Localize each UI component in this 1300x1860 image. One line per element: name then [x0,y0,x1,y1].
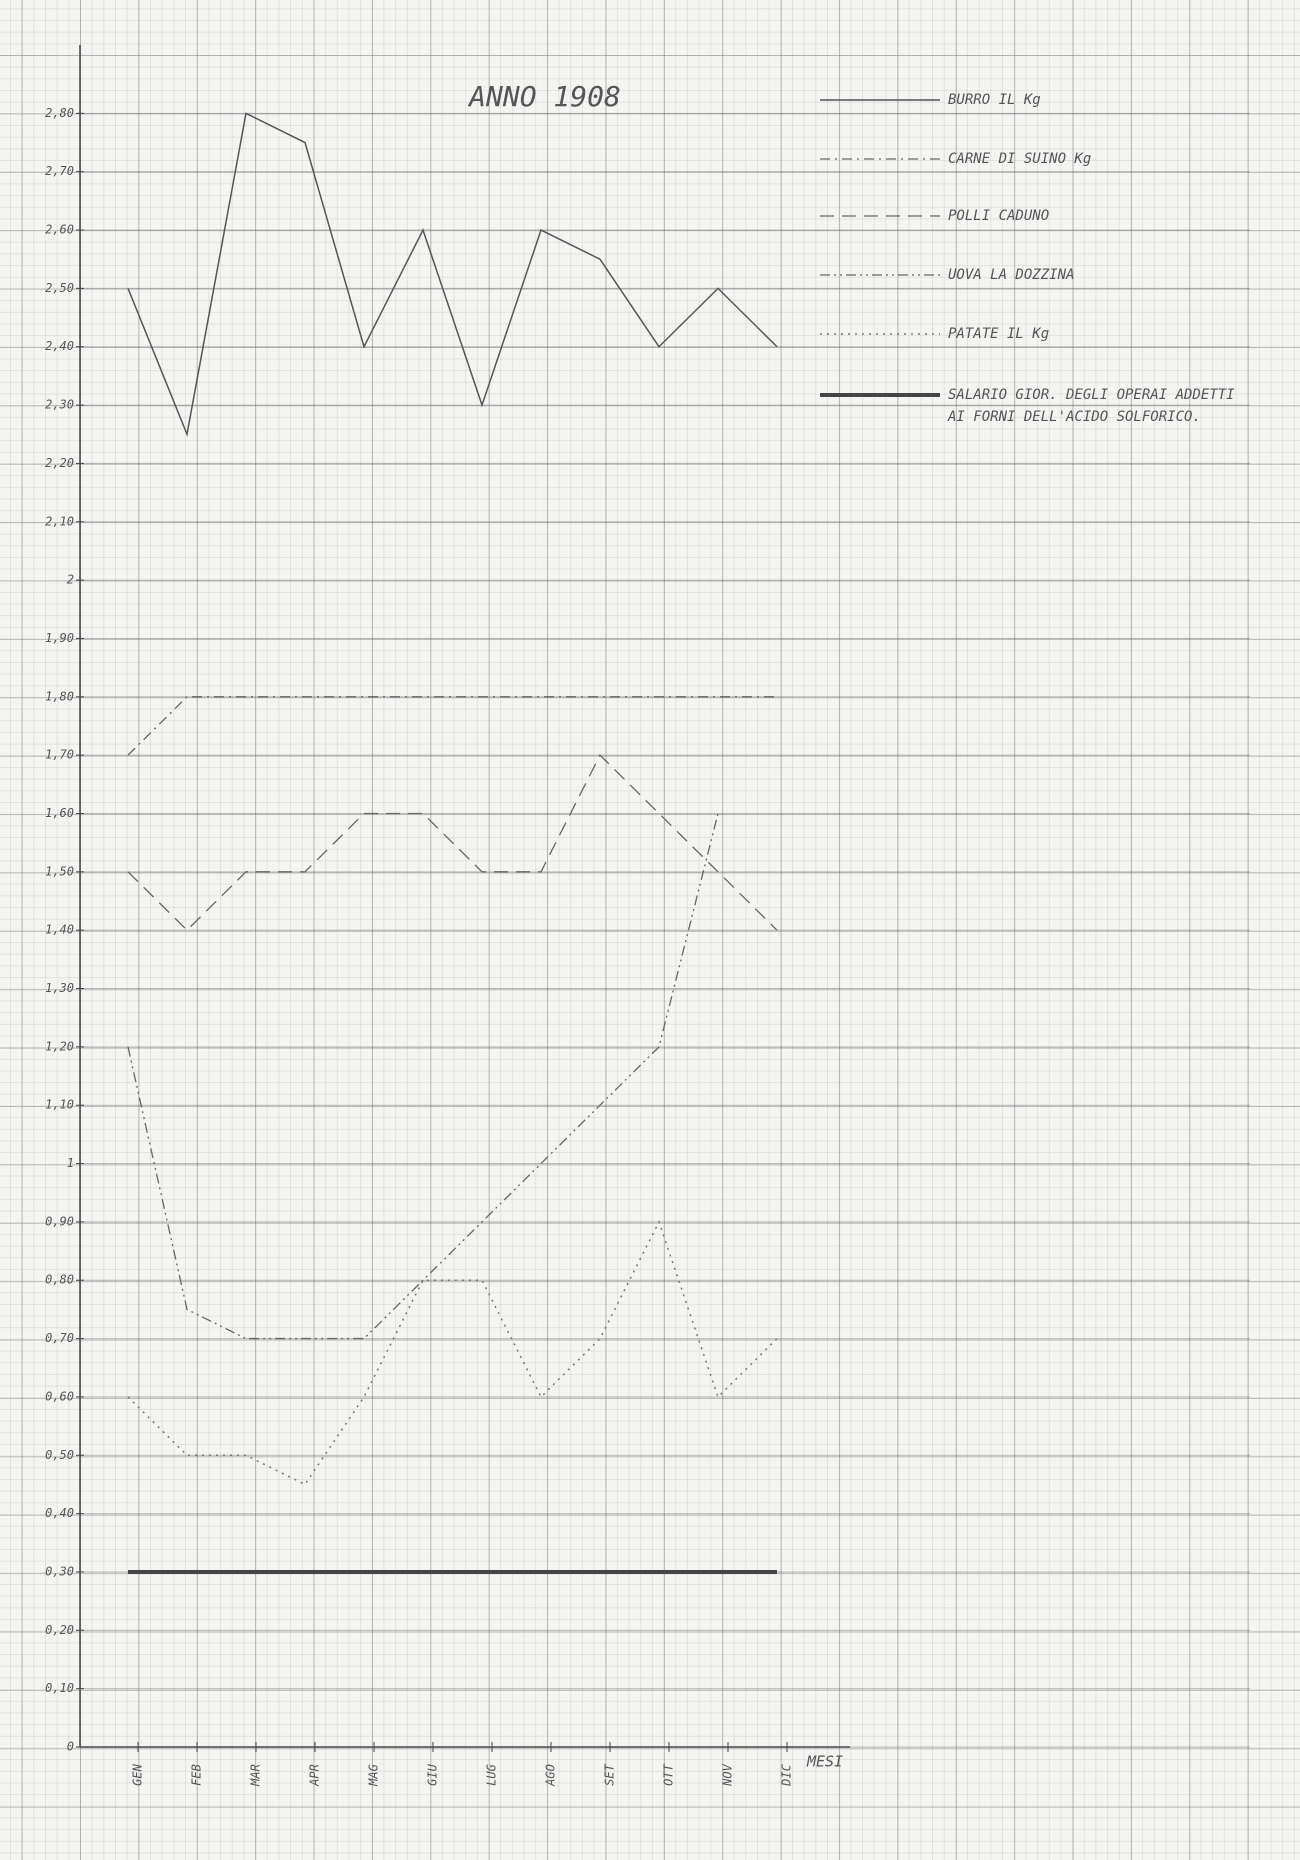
y-tick-label: 1,80 [45,689,74,703]
series-line [127,696,777,756]
y-tick-label: 0,90 [45,1214,74,1228]
y-tick-label: 2,10 [45,514,74,528]
x-tick-label: AGO [544,1764,558,1787]
y-tick-label: 0 [67,1740,74,1754]
y-tick-label: 1,70 [45,748,74,762]
chart-title: ANNO 1908 [467,80,621,113]
y-tick-label: 1,40 [45,923,74,937]
legend-label: PATATE IL Kg [948,326,1050,342]
legend-label: CARNE DI SUINO Kg [948,151,1092,167]
series-line [127,112,778,437]
series-line [127,813,719,1340]
y-tick-label: 1,90 [45,631,74,645]
y-tick-label: 2,30 [45,398,74,412]
series-line [127,1219,778,1486]
y-tick-label: 1,60 [45,806,74,820]
x-tick-label: DIC [780,1763,794,1786]
x-tick-label: GIU [426,1763,440,1785]
x-axis-label: MESI [806,1753,843,1771]
y-tick-label: 0,20 [45,1623,74,1637]
y-tick-label: 1 [67,1156,74,1170]
x-tick-label: LUG [485,1764,499,1786]
y-tick-label: 1,50 [45,864,74,878]
y-tick-label: 0,10 [45,1681,74,1695]
y-tick-label: 0,50 [45,1448,74,1462]
x-tick-label: FEB [190,1764,204,1786]
x-tick-label: NOV [721,1763,735,1786]
legend-label: POLLI CADUNO [948,208,1050,224]
y-tick-label: 2,70 [45,164,74,178]
y-tick-label: 2 [67,573,74,587]
y-tick-label: 1,30 [45,981,74,995]
x-tick-label: GEN [131,1763,145,1785]
x-tick-label: OTT [662,1763,676,1785]
x-tick-label: APR [308,1764,322,1787]
y-tick-label: 2,60 [45,223,74,237]
legend-label: UOVA LA DOZZINA [948,267,1075,283]
legend-label: BURRO IL Kg [948,92,1041,108]
y-tick-label: 2,20 [45,456,74,470]
y-tick-label: 0,70 [45,1331,74,1345]
y-tick-label: 0,30 [45,1564,74,1578]
y-tick-label: 0,40 [45,1506,74,1520]
y-tick-label: 2,40 [45,339,74,353]
y-tick-label: 2,50 [45,281,74,295]
y-tick-label: 2,80 [45,106,74,120]
y-tick-label: 0,80 [45,1273,74,1287]
x-tick-label: SET [603,1763,617,1785]
y-tick-label: 1,10 [45,1098,74,1112]
legend-label: SALARIO GIOR. DEGLI OPERAI ADDETTI AI FO… [948,387,1235,425]
x-tick-label: MAR [249,1764,263,1787]
y-tick-label: 1,20 [45,1039,74,1053]
series-line [127,754,778,932]
x-tick-label: MAG [367,1764,381,1787]
y-tick-label: 0,60 [45,1389,74,1403]
